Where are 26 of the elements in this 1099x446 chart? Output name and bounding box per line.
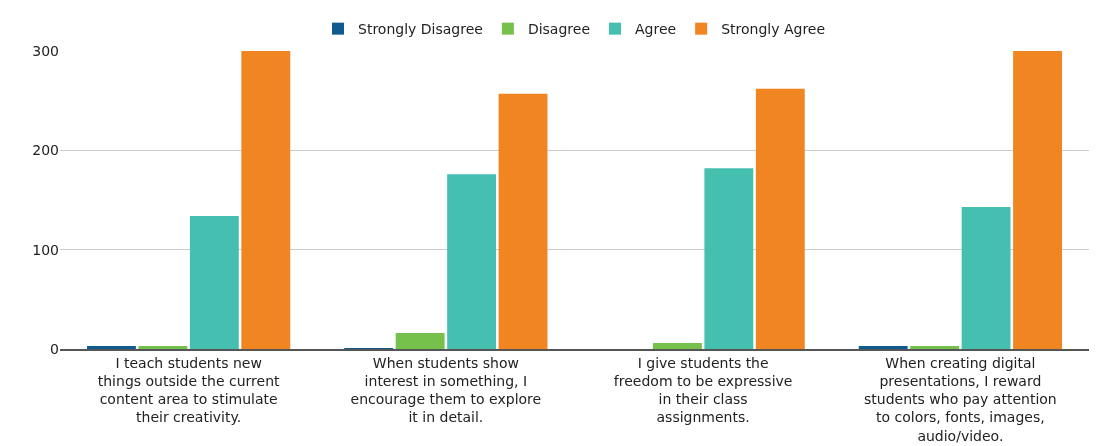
bar [395,333,445,349]
y-tick-label: 200 [32,142,59,159]
legend-label: Agree [635,21,677,38]
y-tick-label: 100 [32,241,59,258]
bar [755,88,805,349]
bar [961,206,1011,349]
bar [447,174,497,349]
x-tick-label: When students show interest in something, I encourage them to explore it in detail. [350,354,542,426]
bar [652,343,702,349]
bar [704,168,754,349]
bar [910,346,960,349]
legend-label: Disagree [527,21,590,38]
x-tick-label: When creating digital presentations, I reward students who pay attention to colors, fonts, images, audio/video. [864,354,1057,444]
bar [138,346,188,349]
bar [1013,51,1062,349]
bar [498,93,548,349]
x-tick-label: I teach students new things outside the current content area to stimulate their creativity. [97,354,281,426]
bar [189,215,239,349]
bar [858,346,908,349]
y-tick-label: 300 [32,42,59,59]
y-tick-label: 0 [50,340,59,357]
bar [241,51,291,349]
legend-label: Strongly Disagree [358,21,483,38]
x-tick-label: I give students the freedom to be expressive in their class assignments. [613,354,793,426]
bar [87,346,136,349]
legend-label: Strongly Agree [721,21,826,38]
